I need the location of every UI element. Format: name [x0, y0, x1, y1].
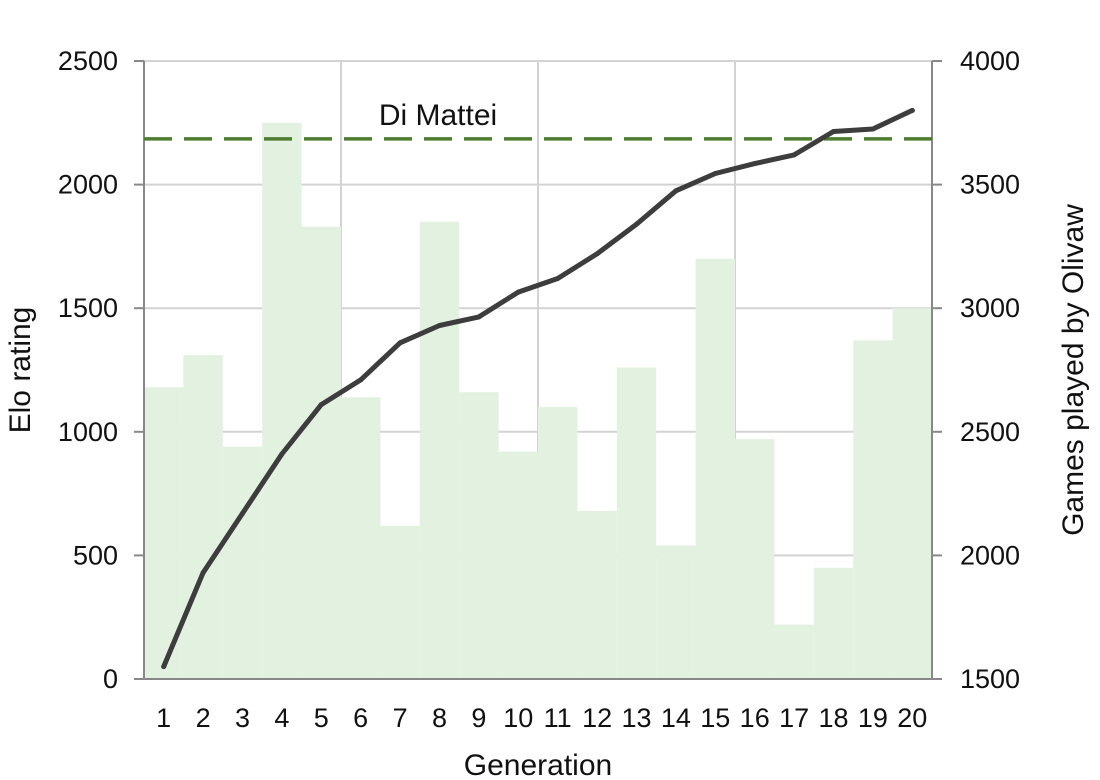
games-bar [656, 545, 696, 679]
elo-point [909, 107, 915, 113]
games-bar [616, 367, 657, 679]
games-bar [538, 407, 578, 679]
elo-point [200, 570, 206, 576]
games-bar [183, 355, 223, 679]
right-tick-label: 2500 [960, 417, 1020, 447]
x-tick-label: 19 [858, 703, 888, 733]
left-tick-label: 2500 [58, 46, 118, 76]
reference-line-label: Di Mattei [379, 99, 497, 132]
axes [134, 60, 942, 680]
elo-point [752, 161, 758, 167]
x-tick-labels: 1 2 3 4 5 6 7 8 9 10 11 12 13 14 15 16 17 18 19 20 [156, 703, 927, 733]
x-tick-label: 3 [235, 703, 250, 733]
games-bar [419, 221, 460, 679]
games-bar [301, 226, 341, 679]
right-tick-label: 1500 [960, 664, 1020, 694]
games-bar [459, 392, 499, 679]
right-tick-label: 3000 [960, 293, 1020, 323]
x-tick-label: 7 [393, 703, 408, 733]
x-tick-label: 1 [156, 703, 171, 733]
x-tick-label: 5 [314, 703, 329, 733]
elo-point [318, 402, 324, 408]
x-tick-label: 2 [196, 703, 211, 733]
x-tick-label: 4 [274, 703, 289, 733]
games-bar [853, 340, 893, 679]
elo-point [397, 340, 403, 346]
elo-point [515, 289, 521, 295]
right-tick-label: 3500 [960, 170, 1020, 200]
left-y-axis-title: Elo rating [4, 307, 37, 434]
elo-point [476, 314, 482, 320]
games-bar [498, 451, 538, 679]
games-bar [892, 308, 932, 679]
x-tick-label: 13 [621, 703, 651, 733]
x-tick-label: 14 [661, 703, 691, 733]
elo-point [240, 510, 245, 516]
elo-point [161, 664, 167, 670]
left-tick-label: 1000 [58, 417, 118, 447]
x-tick-label: 16 [740, 703, 770, 733]
games-bar [341, 397, 381, 679]
games-bar [735, 439, 775, 679]
games-bar [774, 624, 814, 679]
left-tick-labels: 0 500 1000 1500 2000 2500 [58, 46, 118, 694]
elo-point [831, 128, 836, 134]
elo-point [712, 170, 718, 176]
elo-series [161, 107, 915, 670]
games-bar [262, 122, 302, 680]
left-tick-label: 2000 [58, 170, 118, 200]
elo-point [437, 323, 442, 329]
elo-line [161, 107, 915, 670]
x-tick-label: 10 [503, 703, 533, 733]
elo-point [594, 251, 600, 257]
elo-point [870, 126, 876, 132]
x-tick-label: 8 [432, 703, 447, 733]
elo-point [279, 451, 285, 457]
elo-point [358, 377, 364, 383]
right-tick-labels: 1500 2000 2500 3000 3500 4000 [960, 46, 1020, 694]
reference-line-group: Di Mattei [144, 99, 932, 141]
x-tick-label: 9 [471, 703, 486, 733]
left-tick-label: 1500 [58, 293, 118, 323]
right-tick-label: 4000 [960, 46, 1020, 76]
x-tick-label: 6 [353, 703, 368, 733]
elo-point [673, 188, 679, 194]
x-tick-label: 12 [582, 703, 612, 733]
x-tick-label: 15 [700, 703, 730, 733]
elo-point [634, 221, 639, 227]
left-tick-label: 500 [73, 540, 118, 570]
left-tick-label: 0 [103, 664, 118, 694]
right-y-axis-title: Games played by Olivaw [1057, 204, 1090, 536]
x-axis-title: Generation [464, 749, 612, 780]
elo-point [555, 276, 561, 282]
x-tick-label: 20 [897, 703, 927, 733]
elo-point [791, 152, 797, 158]
x-tick-label: 18 [818, 703, 848, 733]
x-tick-label: 17 [779, 703, 809, 733]
right-tick-label: 2000 [960, 540, 1020, 570]
bars [144, 122, 932, 680]
x-tick-label: 11 [544, 703, 572, 733]
games-bar [813, 567, 854, 679]
games-bar [222, 446, 263, 679]
games-bar [380, 525, 420, 679]
games-bar [577, 510, 617, 679]
games-bar [695, 258, 735, 679]
